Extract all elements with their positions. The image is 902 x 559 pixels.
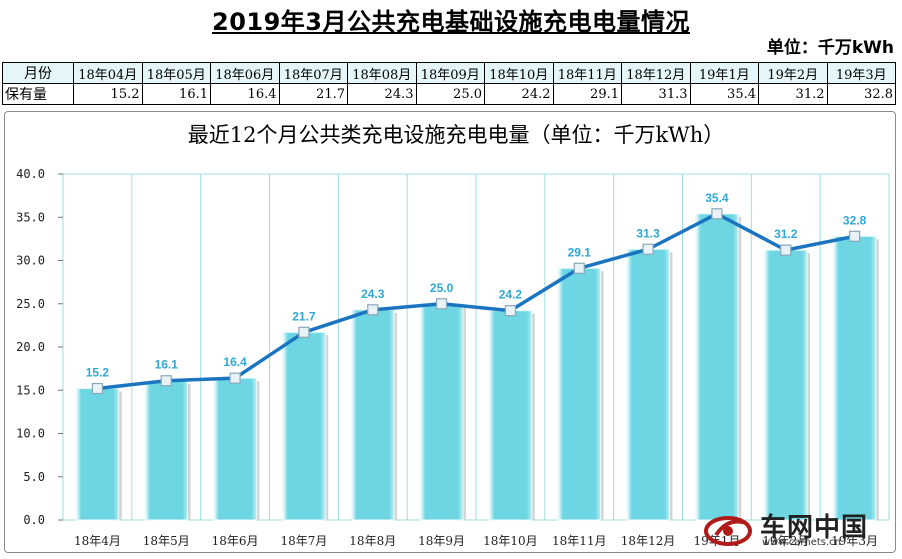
summary-table: 月份 18年04月 18年05月 18年06月 18年07月 18年08月 18年09月 1… [2,62,896,105]
value-cell: 16.1 [141,83,211,105]
x-tick-label: 18年10月 [483,534,538,548]
value-cell: 35.4 [689,83,759,105]
chart-title: 最近12个月公共类充电设施充电电量（单位：千万kWh） [188,123,725,147]
month-cell: 18年04月 [73,62,143,84]
value-cell: 15.2 [73,83,143,105]
row-header-amount: 保有量 [2,83,74,105]
month-cell: 18年07月 [278,62,348,84]
chart-svg: 最近12个月公共类充电设施充电电量（单位：千万kWh） 0.0 5.0 10.0 15.… [16,123,890,548]
data-label: 15.2 [86,366,110,380]
data-label: 16.1 [155,358,179,372]
bar [144,380,189,521]
data-label: 24.2 [499,288,523,302]
carnets-logo-icon [704,516,752,546]
line-point [298,326,310,338]
data-label: 35.4 [705,191,729,205]
x-tick-label: 18年4月 [74,534,121,548]
bar [75,388,120,521]
month-cell: 19年1月 [689,62,759,84]
bar [488,310,533,521]
data-label: 24.3 [361,287,385,301]
y-tick-label: 5.0 [23,470,45,484]
x-tick-label: 18年9月 [418,534,465,548]
line-point [91,382,104,395]
value-cell: 31.3 [621,83,691,105]
line-point [711,208,723,220]
month-cell: 18年06月 [210,62,280,84]
month-cell: 18年12月 [621,62,691,84]
x-tick-label: 18年5月 [143,534,190,548]
y-tick-label: 35.0 [16,210,45,224]
bar [763,249,808,521]
month-cell: 19年3月 [826,62,896,84]
x-tick-label: 18年12月 [621,534,676,548]
data-label: 31.2 [774,227,798,241]
table-row-values: 保有量 15.2 16.1 16.4 21.7 24.3 25.0 24.2 29.1 31.3… [2,83,896,105]
x-tick-label: 19年3月 [831,534,878,548]
line-point [229,372,241,384]
x-tick-label: 18年6月 [212,534,259,548]
y-tick-label: 25.0 [16,297,45,311]
bar [626,248,670,521]
y-tick-label: 0.0 [23,513,45,527]
data-label: 32.8 [843,213,867,227]
value-cell: 32.8 [826,83,896,105]
value-cell: 21.7 [278,83,348,105]
value-cell: 24.3 [347,83,417,105]
value-cell: 29.1 [552,83,622,105]
row-header-month: 月份 [2,62,74,84]
bar [419,303,464,521]
line-point [780,244,792,256]
watermark-url: www.carnets.cn [762,537,841,548]
month-cell: 18年08月 [347,62,417,84]
x-tick-label: 19年2月 [762,534,809,548]
bar [213,377,257,521]
line-point [435,298,448,310]
x-tick-label: 18年8月 [349,534,396,548]
data-label: 16.4 [223,355,247,369]
y-tick-label: 15.0 [16,383,45,397]
y-tick-label: 10.0 [16,427,45,441]
month-cell: 18年05月 [141,62,211,84]
month-cell: 18年10月 [484,62,554,84]
x-tick-label: 18年7月 [280,534,327,548]
bar [282,331,326,521]
data-label: 21.7 [292,309,316,323]
month-cell: 18年11月 [552,62,622,84]
line-point [848,230,861,242]
line-point [367,304,379,316]
line-point [504,305,517,317]
y-tick-label: 40.0 [16,167,45,181]
bar [557,267,602,521]
value-cell: 31.2 [758,83,828,105]
month-cell: 18年09月 [415,62,485,84]
line-point [642,243,654,255]
unit-label: 单位：千万kWh [766,38,894,58]
bar [350,309,395,521]
y-tick-label: 30.0 [16,254,45,268]
value-cell: 24.2 [484,83,554,105]
series-line [97,212,855,391]
month-cell: 19年2月 [758,62,828,84]
value-cell: 25.0 [415,83,485,105]
bar [695,213,739,521]
y-tick-label: 20.0 [16,340,45,354]
watermark-text: 车网中国 [760,513,869,543]
chart-frame: 最近12个月公共类充电设施充电电量（单位：千万kWh） 0.0 5.0 10.0 15.… [4,111,896,553]
x-tick-label: 18年11月 [552,534,607,548]
line-point [573,262,585,274]
bar [832,235,877,521]
data-label: 31.3 [636,226,660,240]
data-label: 29.1 [568,245,592,259]
value-cell: 16.4 [210,83,280,105]
data-label: 25.0 [430,281,454,295]
line-point [160,375,172,387]
table-row-months: 月份 18年04月 18年05月 18年06月 18年07月 18年08月 18年09月 1… [2,62,896,84]
page-title: 2019年3月公共充电基础设施充电电量情况 [212,8,690,36]
watermark: 车网中国 www.carnets.cn [702,505,892,553]
